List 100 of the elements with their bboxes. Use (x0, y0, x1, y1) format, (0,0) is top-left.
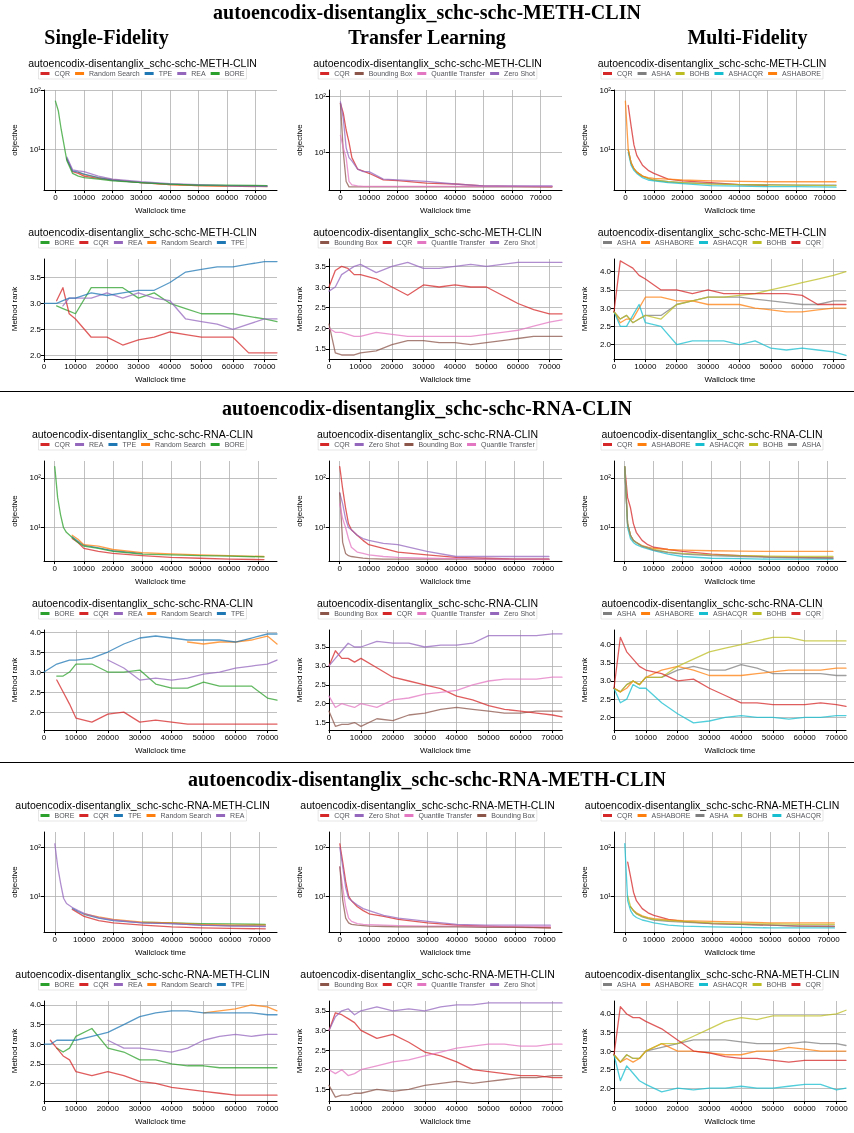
y-tick-label: 3.0 (29, 667, 42, 677)
y-tick-label: 10¹ (314, 147, 327, 157)
chart-title: autoencodix-disentanglix_schc-schc-RNA-CLIN (316, 596, 539, 609)
x-tick-label: 40000 (443, 361, 467, 371)
x-tick-label: 10000 (642, 934, 666, 944)
y-tick-label: 10² (599, 843, 612, 853)
x-tick-label: 40000 (159, 563, 183, 573)
x-tick-label: 30000 (128, 1103, 152, 1113)
x-tick-label: 70000 (246, 563, 270, 573)
y-axis-title: Method rank (9, 1027, 19, 1074)
y-tick-label: 3.0 (314, 661, 327, 671)
y-axis-title: Method rank (579, 1027, 589, 1074)
x-tick-label: 70000 (248, 934, 272, 944)
x-tick-label: 60000 (793, 1103, 817, 1113)
x-tick-label: 70000 (256, 1103, 280, 1113)
x-tick-label: 30000 (130, 563, 154, 573)
y-axis-title: objective (579, 865, 589, 898)
x-tick-label: 40000 (445, 732, 469, 742)
x-tick-label: 50000 (189, 934, 213, 944)
y-tick-label: 2.5 (29, 324, 42, 334)
y-tick-label: 2.0 (29, 350, 42, 360)
x-tick-label: 70000 (538, 361, 562, 371)
x-tick-label: 10000 (349, 361, 373, 371)
x-axis-title: Wallclock time (704, 576, 756, 586)
chart-title: autoencodix-disentanglix_schc-schc-RNA-METH-CLIN (15, 798, 270, 811)
x-tick-label: 60000 (785, 192, 808, 202)
y-axis-title: objective (9, 494, 19, 527)
y-tick-label: 2.0 (599, 340, 612, 350)
x-tick-label: 40000 (444, 563, 468, 573)
x-tick-label: 70000 (253, 361, 277, 371)
y-tick-label: 10¹ (29, 891, 42, 901)
x-axis-title: Wallclock time (704, 374, 756, 384)
x-tick-label: 20000 (386, 563, 410, 573)
x-tick-label: 60000 (793, 732, 817, 742)
x-axis-title: Wallclock time (420, 745, 472, 755)
y-axis-title: objective (9, 123, 19, 156)
x-tick-label: 70000 (817, 934, 841, 944)
x-tick-label: 60000 (219, 934, 242, 944)
y-tick-label: 3.5 (314, 1006, 327, 1016)
y-tick-label: 1.5 (314, 1084, 327, 1094)
x-axis-title: Wallclock time (135, 576, 187, 586)
x-tick-label: 40000 (730, 1103, 753, 1113)
y-tick-label: 10² (599, 85, 612, 95)
x-tick-label: 50000 (190, 361, 214, 371)
x-axis-title: Wallclock time (420, 576, 472, 586)
y-tick-label: 10² (599, 473, 612, 483)
y-tick-label: 10² (29, 473, 42, 483)
y-tick-label: 3.0 (314, 282, 327, 292)
x-tick-label: 0 (338, 192, 344, 202)
x-tick-label: 50000 (187, 192, 211, 202)
x-tick-label: 50000 (761, 732, 785, 742)
y-axis-title: objective (294, 123, 304, 156)
chart-title: autoencodix-disentanglix_schc-schc-RNA-CLIN (601, 427, 823, 440)
x-tick-label: 50000 (474, 934, 498, 944)
x-tick-label: 40000 (730, 732, 753, 742)
x-tick-label: 0 (326, 732, 332, 742)
y-tick-label: 10² (314, 91, 327, 101)
x-tick-label: 70000 (533, 934, 557, 944)
y-tick-label: 10¹ (29, 523, 42, 533)
y-tick-label: 1.5 (314, 344, 327, 354)
y-tick-label: 3.5 (29, 272, 42, 282)
x-tick-label: 10000 (72, 192, 96, 202)
x-tick-label: 40000 (728, 361, 752, 371)
x-tick-label: 60000 (506, 361, 530, 371)
chart-title: autoencodix-disentanglix_schc-schc-METH-CLIN (597, 225, 827, 238)
x-tick-label: 10000 (349, 1103, 373, 1113)
y-tick-label: 3.0 (599, 676, 612, 686)
x-tick-label: 20000 (95, 361, 119, 371)
x-tick-label: 20000 (671, 563, 695, 573)
chart-title: autoencodix-disentanglix_schc-schc-METH-CLIN (28, 56, 257, 69)
x-tick-label: 20000 (671, 934, 695, 944)
x-axis-title: Wallclock time (135, 205, 187, 215)
y-tick-label: 2.0 (314, 699, 327, 709)
x-axis-title: Wallclock time (420, 1116, 472, 1126)
x-tick-label: 70000 (531, 563, 555, 573)
x-tick-label: 50000 (477, 732, 501, 742)
x-tick-label: 0 (337, 934, 343, 944)
x-tick-label: 50000 (475, 361, 499, 371)
x-tick-label: 0 (611, 361, 617, 371)
y-tick-label: 10¹ (314, 891, 327, 901)
x-tick-label: 60000 (224, 1103, 248, 1113)
x-tick-label: 50000 (758, 563, 782, 573)
x-tick-label: 30000 (699, 192, 723, 202)
x-tick-label: 50000 (759, 361, 783, 371)
y-tick-label: 3.0 (599, 1046, 612, 1056)
x-tick-label: 0 (326, 361, 332, 371)
x-tick-label: 40000 (158, 361, 182, 371)
y-tick-label: 1.5 (314, 718, 327, 728)
x-tick-label: 10000 (64, 1103, 88, 1113)
x-tick-label: 30000 (416, 934, 440, 944)
y-tick-label: 10¹ (599, 891, 612, 901)
x-tick-label: 70000 (541, 732, 565, 742)
x-tick-label: 10000 (634, 1103, 658, 1113)
x-tick-label: 10000 (634, 361, 658, 371)
x-tick-label: 40000 (445, 1103, 469, 1113)
text: Multi-Fidelity (687, 25, 808, 50)
x-tick-label: 10000 (72, 934, 96, 944)
x-tick-label: 20000 (386, 192, 410, 202)
y-tick-label: 3.5 (29, 1020, 42, 1030)
chart-title: autoencodix-disentanglix_schc-schc-METH-CLIN (313, 56, 542, 69)
